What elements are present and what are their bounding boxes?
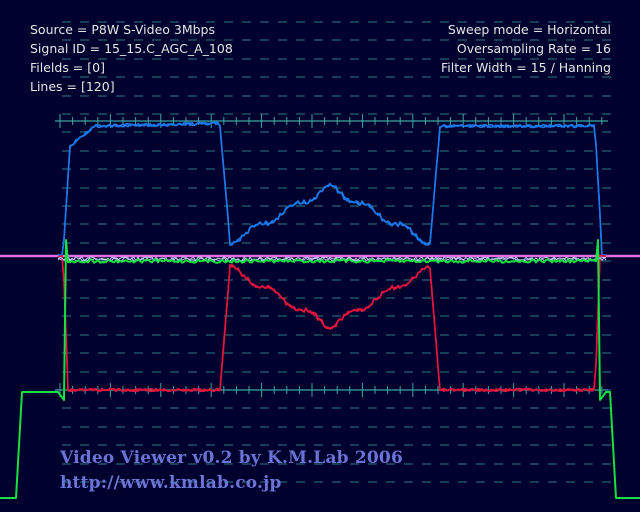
green-trace (0, 239, 640, 499)
filter-width-label: Filter Width = 15 / Hanning (441, 60, 611, 75)
info-panel-right: Sweep mode = Horizontal Oversampling Rat… (441, 20, 611, 77)
source-label: Source = P8W S-Video 3Mbps (30, 22, 216, 37)
blue-trace (57, 121, 606, 257)
waveform-traces (0, 121, 640, 499)
info-panel-left: Source = P8W S-Video 3Mbps Signal ID = 1… (30, 20, 233, 96)
oversampling-label: Oversampling Rate = 16 (456, 41, 611, 56)
sweep-mode-label: Sweep mode = Horizontal (447, 22, 611, 37)
red-trace (57, 253, 607, 393)
app-credit-url: http://www.kmlab.co.jp (60, 473, 282, 493)
signal-id-label: Signal ID = 15_15.C_AGC_A_108 (30, 41, 233, 56)
lines-label: Lines = [120] (30, 79, 115, 94)
app-credit-title: Video Viewer v0.2 by K.M.Lab 2006 (60, 448, 403, 468)
blue-trace (58, 121, 607, 259)
red-trace (57, 254, 607, 393)
fields-label: Filelds = [0] (30, 60, 105, 75)
